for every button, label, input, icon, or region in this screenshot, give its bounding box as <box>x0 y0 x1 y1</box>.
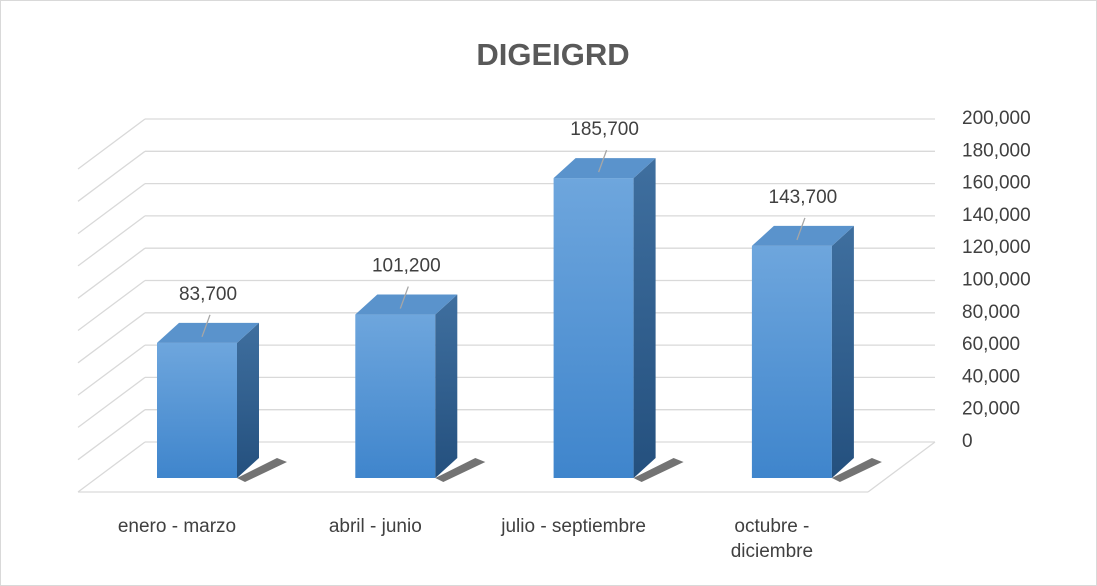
bar-front <box>751 245 832 478</box>
grid-line-side <box>77 247 146 299</box>
bar-shadow <box>237 458 287 482</box>
y-tick-label: 0 <box>962 431 973 452</box>
bar-top <box>157 322 259 343</box>
y-tick-label: 180,000 <box>962 140 1031 161</box>
bar-front <box>355 314 436 478</box>
x-tick-label: octubre -diciembre <box>731 516 813 562</box>
grid-line-side <box>77 150 146 202</box>
chart-title: DIGEIGRD <box>476 37 629 72</box>
bar-front <box>553 178 634 479</box>
grid-line-side <box>77 376 146 428</box>
leader-line <box>597 149 608 173</box>
y-tick-label: 80,000 <box>962 302 1020 323</box>
bar-shadow <box>435 458 486 482</box>
bar-side <box>831 225 854 478</box>
grid-line-side <box>77 118 146 170</box>
data-label: 83,700 <box>179 284 237 305</box>
data-label: 185,700 <box>570 119 639 140</box>
leader-line <box>796 217 806 241</box>
x-tick-label: julio - septiembre <box>500 516 646 537</box>
bar-side <box>237 322 259 478</box>
y-tick-label: 40,000 <box>962 366 1020 387</box>
bar-shadow <box>633 458 684 482</box>
grid-line-side <box>77 312 146 364</box>
y-tick-label: 160,000 <box>962 173 1031 194</box>
x-tick-label: abril - junio <box>329 516 422 537</box>
y-tick-label: 120,000 <box>962 237 1031 258</box>
bar-shadow <box>831 458 882 482</box>
leader-line <box>399 286 409 309</box>
y-tick-label: 20,000 <box>962 399 1020 420</box>
grid-line-side <box>77 183 146 235</box>
bar-top <box>553 158 656 179</box>
grid-line-side <box>77 215 146 267</box>
grid-line-side <box>77 441 146 493</box>
grid-line-side <box>77 279 146 332</box>
y-tick-label: 100,000 <box>962 270 1031 291</box>
y-tick-label: 200,000 <box>962 108 1031 129</box>
leader-line <box>201 314 211 338</box>
grid-line-side <box>77 344 146 396</box>
x-tick-label: enero - marzo <box>118 516 236 537</box>
data-label: 143,700 <box>769 187 838 208</box>
floor-edge <box>867 441 936 493</box>
grid-line-side <box>77 409 146 461</box>
bar-side <box>435 294 458 478</box>
y-tick-label: 140,000 <box>962 205 1031 226</box>
data-label: 101,200 <box>372 256 441 277</box>
y-tick-label: 60,000 <box>962 334 1020 355</box>
bar-top <box>355 294 458 315</box>
bar-top <box>751 225 854 246</box>
bar-front <box>157 342 237 478</box>
bar-side <box>633 158 656 479</box>
